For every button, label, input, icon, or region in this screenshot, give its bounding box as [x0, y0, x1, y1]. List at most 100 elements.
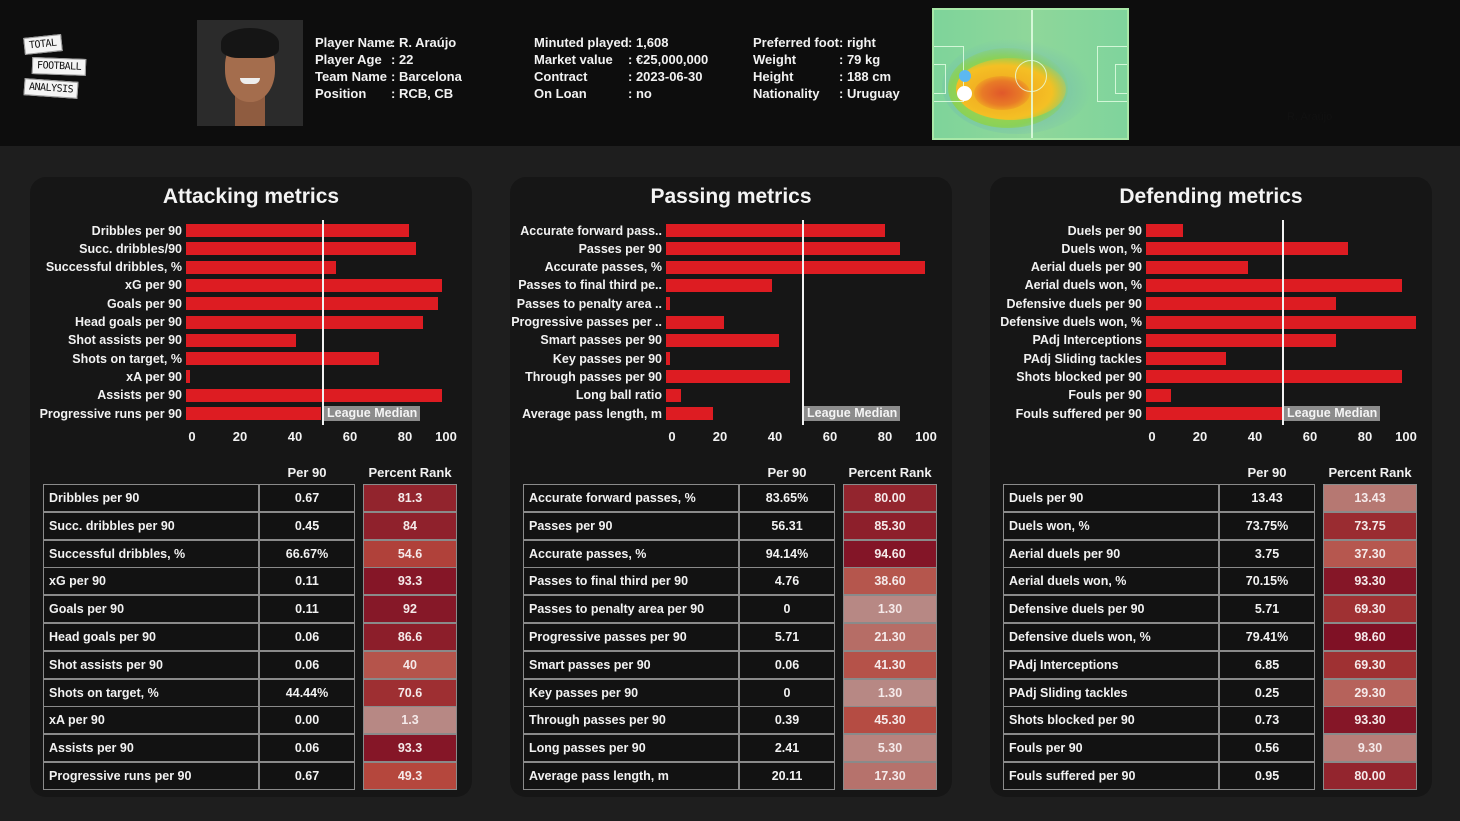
pitch-right-penalty-box	[1097, 46, 1127, 102]
percent-rank-cell: 98.60	[1323, 623, 1417, 651]
metric-bar	[186, 278, 442, 292]
percent-rank-cell: 80.00	[1323, 762, 1417, 790]
x-tick-label: 80	[877, 429, 893, 444]
percent-rank-cell: 40	[363, 650, 457, 679]
info-value: : 188 cm	[839, 69, 892, 84]
metric-name-cell: xG per 90	[43, 567, 259, 596]
bar-category-label: Progressive runs per 90	[39, 406, 182, 421]
bar-category-label: Assists per 90	[97, 388, 182, 403]
metric-bar	[666, 260, 926, 274]
heatmap-player-label: R. Araújo	[1287, 111, 1333, 123]
player-info-physical: Preferred foot: right Weight: 79 kg Height…	[753, 34, 900, 102]
per90-value-cell: 13.43	[1219, 484, 1315, 512]
metric-name-cell: Duels per 90	[1003, 484, 1219, 512]
percent-rank-cell: 17.30	[843, 762, 937, 790]
player-info-basic: Player Name: R. Araújo Player Age: 22 Team…	[315, 34, 462, 102]
info-key: Position	[315, 86, 367, 101]
percent-rank-cell: 1.30	[843, 678, 937, 707]
panel-title: Attacking metrics	[162, 185, 340, 208]
info-key: Nationality	[753, 86, 820, 101]
metric-name-cell: Defensive duels won, %	[1003, 623, 1219, 651]
bar-category-label: Smart passes per 90	[540, 333, 662, 348]
bar-category-label: Dribbles per 90	[91, 223, 182, 238]
bar-category-label: Aerial duels per 90	[1030, 260, 1142, 275]
bar-category-label: PAdj Interceptions	[1032, 333, 1142, 348]
percent-rank-cell: 29.30	[1323, 678, 1417, 707]
percent-rank-cell: 93.3	[363, 734, 457, 763]
per90-value-cell: 0.11	[259, 567, 355, 596]
bar-category-label: Long ball ratio	[575, 388, 662, 403]
info-key: Weight	[753, 52, 797, 67]
percent-rank-cell: 37.30	[1323, 539, 1417, 568]
percent-rank-cell: 45.30	[843, 706, 937, 735]
per90-value-cell: 0.00	[259, 706, 355, 735]
metric-name-cell: Fouls suffered per 90	[1003, 762, 1219, 790]
x-tick-label: 80	[1357, 429, 1373, 444]
percent-rank-cell: 92	[363, 595, 457, 624]
info-row: Minuted played: 1,608	[534, 34, 708, 51]
league-median-line	[802, 220, 804, 426]
metric-bar	[666, 224, 886, 237]
percent-rank-cell: 9.30	[1323, 734, 1417, 763]
per90-value-cell: 0.67	[259, 762, 355, 790]
metric-bar	[1146, 242, 1349, 256]
metric-name-cell: Shots blocked per 90	[1003, 706, 1219, 735]
percent-rank-cell: 86.6	[363, 623, 457, 651]
per90-value-cell: 70.15%	[1219, 567, 1315, 596]
bar-category-label: Fouls suffered per 90	[1015, 406, 1142, 421]
bar-category-label: Average pass length, m	[522, 406, 662, 421]
column-header-per90: Per 90	[1247, 465, 1287, 480]
player-header: TOTAL FOOTBALL ANALYSIS Player Name: R. …	[0, 0, 1460, 146]
x-tick-label: 60	[822, 429, 838, 444]
info-value: : 22	[391, 52, 414, 67]
per90-value-cell: 20.11	[739, 762, 835, 790]
metric-name-cell: Accurate passes, %	[523, 539, 739, 568]
x-tick-label: 0	[188, 429, 196, 444]
league-median-line	[322, 220, 324, 426]
per90-value-cell: 0.06	[739, 650, 835, 679]
metric-bar	[666, 242, 900, 256]
per90-value-cell: 5.71	[739, 623, 835, 651]
metric-name-cell: Passes to final third per 90	[523, 567, 739, 596]
percent-rank-cell: 21.30	[843, 623, 937, 651]
bar-category-label: xA per 90	[126, 369, 182, 384]
info-key: Preferred foot	[753, 35, 839, 50]
x-tick-label: 20	[232, 429, 248, 444]
x-tick-label: 20	[712, 429, 728, 444]
per90-value-cell: 0.67	[259, 484, 355, 512]
info-row: On Loan: no	[534, 85, 708, 102]
per90-value-cell: 56.31	[739, 511, 835, 540]
per90-value-cell: 6.85	[1219, 650, 1315, 679]
metric-name-cell: Aerial duels per 90	[1003, 539, 1219, 568]
percent-rank-cell: 38.60	[843, 567, 937, 596]
bar-category-label: Shots blocked per 90	[1016, 369, 1142, 384]
percent-rank-cell: 85.30	[843, 511, 937, 540]
per90-value-cell: 0.95	[1219, 762, 1315, 790]
metric-name-cell: Fouls per 90	[1003, 734, 1219, 763]
percent-rank-cell: 80.00	[843, 484, 937, 512]
info-row: Team Name: Barcelona	[315, 68, 462, 85]
percent-rank-cell: 69.30	[1323, 595, 1417, 624]
metric-bar	[186, 297, 439, 311]
per90-value-cell: 0.45	[259, 511, 355, 540]
bar-category-label: Accurate forward pass..	[520, 223, 662, 238]
bar-category-label: Defensive duels won, %	[1000, 315, 1142, 329]
column-header-percent-rank: Percent Rank	[368, 465, 452, 480]
metric-name-cell: Passes per 90	[523, 511, 739, 540]
metric-bar	[1146, 370, 1402, 384]
metric-bar	[666, 278, 772, 292]
metric-bar	[186, 315, 424, 329]
metric-name-cell: Head goals per 90	[43, 623, 259, 651]
x-tick-label: 60	[342, 429, 358, 444]
metric-bar	[186, 370, 190, 384]
percent-rank-cell: 81.3	[363, 484, 457, 512]
metric-bar	[186, 242, 417, 256]
x-tick-label: 100	[915, 429, 937, 444]
metric-bar	[666, 407, 714, 420]
bar-category-label: Shot assists per 90	[68, 333, 182, 348]
league-median-label: League Median	[1284, 406, 1381, 421]
x-tick-label: 40	[287, 429, 303, 444]
player-average-position-marker	[957, 86, 972, 101]
logo-word-total: TOTAL	[23, 34, 63, 55]
bar-category-label: Accurate passes, %	[544, 260, 662, 275]
